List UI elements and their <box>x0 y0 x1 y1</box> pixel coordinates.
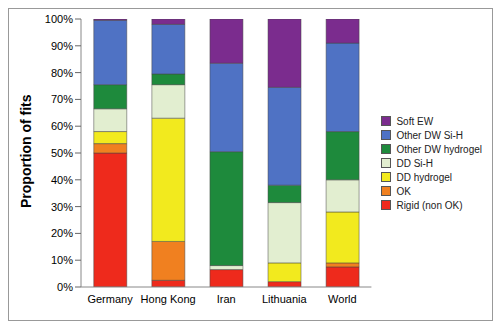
svg-text:Lithuania: Lithuania <box>262 293 308 305</box>
svg-text:70%: 70% <box>51 93 73 105</box>
svg-text:50%: 50% <box>51 147 73 159</box>
svg-text:40%: 40% <box>51 174 73 186</box>
svg-text:Germany: Germany <box>87 293 133 305</box>
svg-text:World: World <box>328 293 357 305</box>
svg-text:Hong Kong: Hong Kong <box>141 293 196 305</box>
html-text:OK: OK <box>396 185 411 197</box>
html-text:Other DW Si-H: Other DW Si-H <box>396 129 464 141</box>
svg-text:100%: 100% <box>45 13 73 25</box>
svg-text:10%: 10% <box>51 254 73 266</box>
svg-text:20%: 20% <box>51 227 73 239</box>
svg-text:0%: 0% <box>57 281 73 293</box>
html-text:DD hydrogel: DD hydrogel <box>396 171 452 183</box>
svg-text:80%: 80% <box>51 67 73 79</box>
svg-text:90%: 90% <box>51 40 73 52</box>
svg-text:30%: 30% <box>51 201 73 213</box>
html-text:DD Si-H: DD Si-H <box>396 157 434 169</box>
svg-text:Iran: Iran <box>217 293 236 305</box>
html-text:Rigid (non OK): Rigid (non OK) <box>396 199 463 211</box>
svg-text:Proportion of fits: Proportion of fits <box>18 94 34 208</box>
svg-text:60%: 60% <box>51 120 73 132</box>
html-text:Other DW hydrogel: Other DW hydrogel <box>396 143 482 155</box>
html-text:Soft EW: Soft EW <box>396 115 434 127</box>
